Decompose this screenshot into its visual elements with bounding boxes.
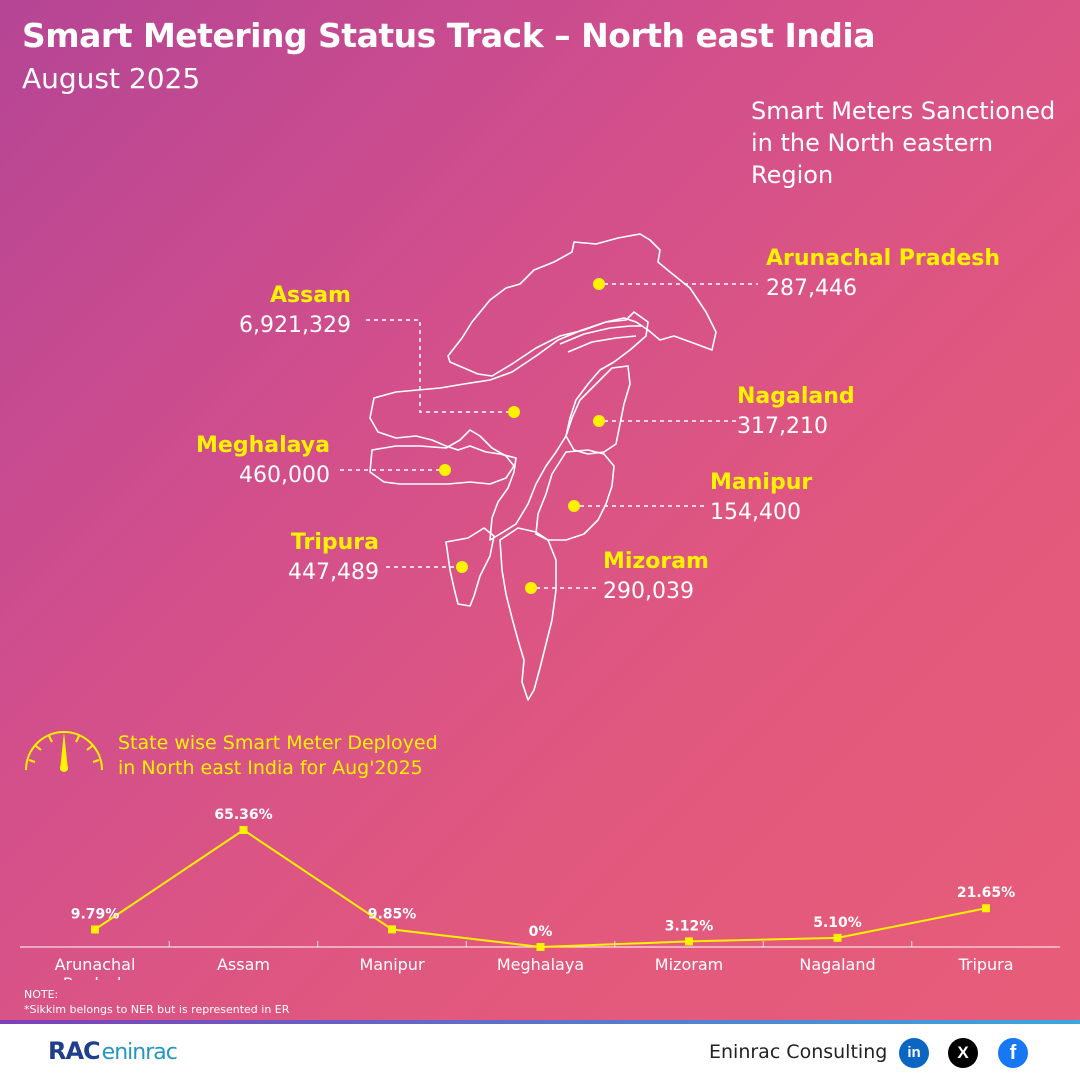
data-point: [91, 925, 99, 934]
state-name-nagaland: Nagaland: [737, 384, 855, 409]
x-tick-label: Meghalaya: [497, 955, 584, 974]
logo-sub: eninrac: [101, 1040, 178, 1065]
dot-arunachal: [593, 278, 605, 290]
state-value-tripura: 447,489: [288, 560, 379, 585]
note-text: *Sikkim belongs to NER but is represente…: [24, 1003, 290, 1016]
gauge-icon: [25, 731, 103, 772]
map-assam: [369, 311, 649, 541]
dot-meghalaya: [439, 464, 451, 476]
map-mizoram: [499, 527, 557, 701]
northeast-map: [366, 233, 717, 701]
chart-title: State wise Smart Meter Deployed in North…: [118, 732, 438, 779]
state-name-assam: Assam: [270, 283, 351, 308]
map-tripura: [445, 527, 495, 607]
state-name-meghalaya: Meghalaya: [196, 433, 330, 458]
x-tick-label: Assam: [217, 955, 270, 974]
footer-divider: [0, 1020, 1080, 1024]
company-logo: RACeninrac: [48, 1037, 178, 1065]
state-value-assam: 6,921,329: [239, 313, 351, 338]
page-title: Smart Metering Status Track – North east…: [22, 16, 876, 55]
x-tick-label: Manipur: [359, 955, 424, 974]
leader-assam: [366, 319, 508, 413]
state-name-tripura: Tripura: [290, 530, 379, 555]
dot-assam: [508, 406, 520, 418]
data-label: 5.10%: [813, 915, 862, 931]
dot-tripura: [456, 561, 468, 573]
state-name-arunachal: Arunachal Pradesh: [766, 246, 1001, 271]
sanctioned-title: Smart Meters Sanctioned in the North eas…: [751, 97, 1056, 189]
page-subtitle: August 2025: [22, 62, 201, 95]
data-point: [239, 826, 248, 834]
linkedin-icon[interactable]: in: [899, 1038, 929, 1068]
x-icon[interactable]: X: [948, 1038, 978, 1068]
data-label: 65.36%: [214, 807, 272, 823]
map-arunachal-pradesh: [447, 233, 717, 377]
data-point: [388, 925, 396, 934]
state-value-nagaland: 317,210: [737, 414, 828, 439]
dot-nagaland: [593, 415, 605, 427]
note-label: NOTE:: [24, 988, 59, 1001]
data-point: [685, 937, 693, 946]
data-point: [833, 933, 842, 942]
dot-manipur: [568, 500, 580, 512]
x-tick-label: Mizoram: [655, 955, 723, 974]
dot-mizoram: [525, 582, 537, 594]
data-label: 21.65%: [957, 885, 1015, 901]
facebook-icon[interactable]: f: [998, 1038, 1028, 1068]
map-manipur: [535, 449, 615, 541]
map-nagaland: [565, 365, 631, 455]
company-name: Eninrac Consulting: [709, 1041, 888, 1063]
state-name-mizoram: Mizoram: [603, 549, 709, 574]
data-point: [536, 943, 545, 951]
x-tick-label: Nagaland: [799, 955, 875, 974]
map-meghalaya: [369, 429, 515, 485]
x-tick-label: Tripura: [957, 955, 1013, 974]
data-label: 9.79%: [71, 906, 120, 922]
data-label: 0%: [529, 924, 553, 940]
state-value-arunachal: 287,446: [766, 276, 857, 301]
state-value-mizoram: 290,039: [603, 579, 694, 604]
state-value-manipur: 154,400: [710, 500, 801, 525]
data-label: 9.85%: [368, 906, 417, 922]
logo-main: RAC: [48, 1037, 101, 1065]
state-value-meghalaya: 460,000: [239, 463, 330, 488]
state-name-manipur: Manipur: [710, 470, 813, 495]
data-point: [982, 904, 990, 913]
data-label: 3.12%: [665, 918, 714, 934]
